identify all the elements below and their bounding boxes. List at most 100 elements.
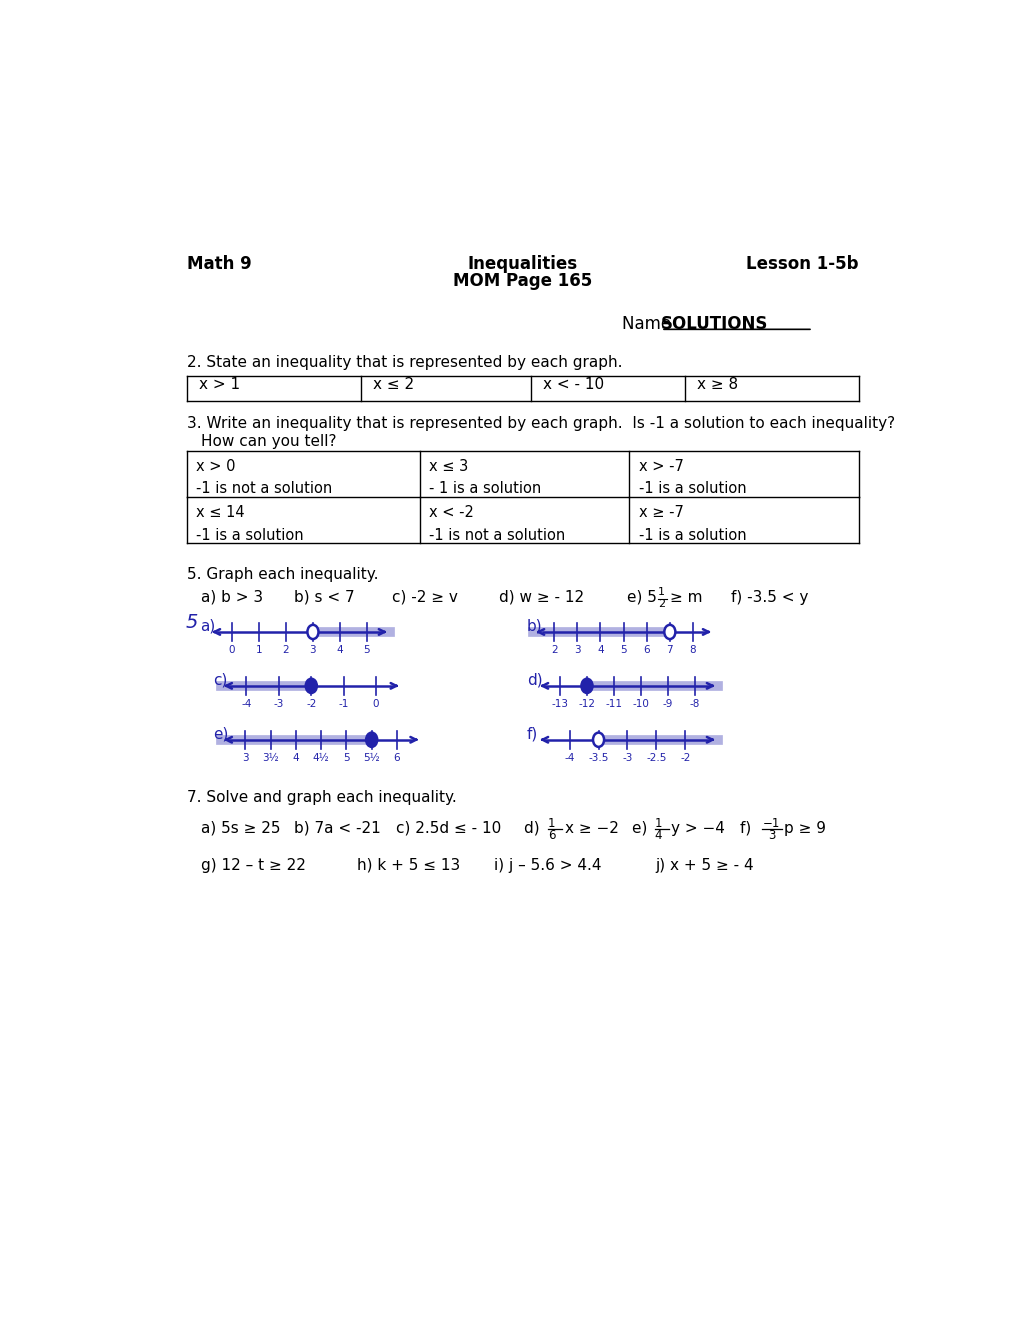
Text: -1: -1 [338,700,348,709]
Text: ≥ m: ≥ m [669,590,702,605]
Text: - 1 is a solution: - 1 is a solution [429,482,541,496]
Text: -9: -9 [662,700,673,709]
Text: -11: -11 [605,700,622,709]
Text: 2: 2 [550,645,556,655]
Circle shape [663,624,675,639]
Text: -13: -13 [551,700,568,709]
Text: x > 0: x > 0 [196,459,235,474]
Text: g) 12 – t ≥ 22: g) 12 – t ≥ 22 [201,858,306,873]
Text: x ≥ -7: x ≥ -7 [638,506,683,520]
Text: −1: −1 [761,817,779,830]
Text: -1 is a solution: -1 is a solution [638,482,746,496]
Text: 5: 5 [364,645,370,655]
Text: b): b) [526,618,542,634]
Text: f): f) [526,726,537,741]
Text: f) -3.5 < y: f) -3.5 < y [730,590,807,605]
Text: 2: 2 [282,645,289,655]
Text: MOM Page 165: MOM Page 165 [452,272,592,290]
Text: -2.5: -2.5 [646,752,666,763]
Text: 1: 1 [654,817,661,830]
Text: 5: 5 [620,645,627,655]
Text: 4: 4 [654,829,661,842]
Text: 8: 8 [689,645,696,655]
Text: 3: 3 [574,645,580,655]
Text: e): e) [631,821,651,836]
Text: a): a) [200,618,215,634]
Text: 3: 3 [310,645,316,655]
Text: -12: -12 [578,700,595,709]
Text: f): f) [740,821,755,836]
Text: How can you tell?: How can you tell? [201,434,336,449]
Text: -1 is a solution: -1 is a solution [196,528,304,543]
Text: x ≥ −2: x ≥ −2 [565,821,618,836]
Circle shape [306,678,317,693]
Text: x ≤ 14: x ≤ 14 [196,506,245,520]
Text: 2. State an inequality that is represented by each graph.: 2. State an inequality that is represent… [186,355,622,370]
Text: i) j – 5.6 > 4.4: i) j – 5.6 > 4.4 [493,858,600,873]
Text: 3½: 3½ [262,752,279,763]
Text: 6: 6 [393,752,399,763]
Text: -1 is a solution: -1 is a solution [638,528,746,543]
Text: 5. Graph each inequality.: 5. Graph each inequality. [186,566,378,582]
Text: 4: 4 [596,645,603,655]
Text: -2: -2 [680,752,690,763]
Text: Lesson 1-5b: Lesson 1-5b [746,255,858,273]
Text: -3: -3 [273,700,283,709]
Text: x ≤ 3: x ≤ 3 [429,459,469,474]
Text: Name: Name [621,314,676,333]
Text: x ≤ 2: x ≤ 2 [372,378,414,392]
Text: h) k + 5 ≤ 13: h) k + 5 ≤ 13 [357,858,460,873]
Text: 3: 3 [767,829,774,842]
Text: x < - 10: x < - 10 [542,378,603,392]
Text: 6: 6 [643,645,649,655]
Text: 0: 0 [228,645,235,655]
Text: -10: -10 [632,700,649,709]
Text: d): d) [526,672,542,688]
Text: -3.5: -3.5 [588,752,608,763]
Text: -2: -2 [306,700,316,709]
Text: 4½: 4½ [313,752,329,763]
Text: Math 9: Math 9 [186,255,252,273]
Text: b) 7a < -21: b) 7a < -21 [293,821,380,836]
Text: -1 is not a solution: -1 is not a solution [196,482,332,496]
Text: p ≥ 9: p ≥ 9 [784,821,825,836]
Text: 3: 3 [242,752,249,763]
Text: c) 2.5d ≤ - 10: c) 2.5d ≤ - 10 [396,821,501,836]
Text: 4: 4 [292,752,299,763]
Text: 0: 0 [373,700,379,709]
Text: b) s < 7: b) s < 7 [293,590,354,605]
Text: d): d) [524,821,544,836]
Text: 1: 1 [547,817,555,830]
Text: x > 1: x > 1 [199,378,239,392]
Text: 7: 7 [665,645,673,655]
Text: 2: 2 [657,599,664,609]
Circle shape [592,733,603,747]
Text: 6: 6 [547,829,555,842]
Text: 5½: 5½ [363,752,380,763]
Text: e) 5: e) 5 [627,590,656,605]
Text: 5: 5 [342,752,350,763]
Text: -4: -4 [564,752,575,763]
Text: Inequalities: Inequalities [468,255,577,273]
Circle shape [307,624,318,639]
Text: x > -7: x > -7 [638,459,683,474]
Text: y > −4: y > −4 [671,821,725,836]
Text: 1: 1 [657,586,664,597]
Text: d) w ≥ - 12: d) w ≥ - 12 [498,590,584,605]
Text: c): c) [213,672,227,688]
Text: 5: 5 [185,614,198,632]
Text: a) 5s ≥ 25: a) 5s ≥ 25 [201,821,280,836]
Text: -8: -8 [689,700,699,709]
Text: j) x + 5 ≥ - 4: j) x + 5 ≥ - 4 [655,858,753,873]
Text: a) b > 3: a) b > 3 [201,590,263,605]
Text: c) -2 ≥ v: c) -2 ≥ v [392,590,458,605]
Text: x ≥ 8: x ≥ 8 [696,378,737,392]
Text: -3: -3 [622,752,632,763]
Text: 7. Solve and graph each inequality.: 7. Solve and graph each inequality. [186,789,457,805]
Text: 4: 4 [336,645,343,655]
Text: 1: 1 [256,645,262,655]
Text: x < -2: x < -2 [429,506,474,520]
Circle shape [366,733,377,747]
Text: -4: -4 [242,700,252,709]
Text: e): e) [213,726,228,741]
